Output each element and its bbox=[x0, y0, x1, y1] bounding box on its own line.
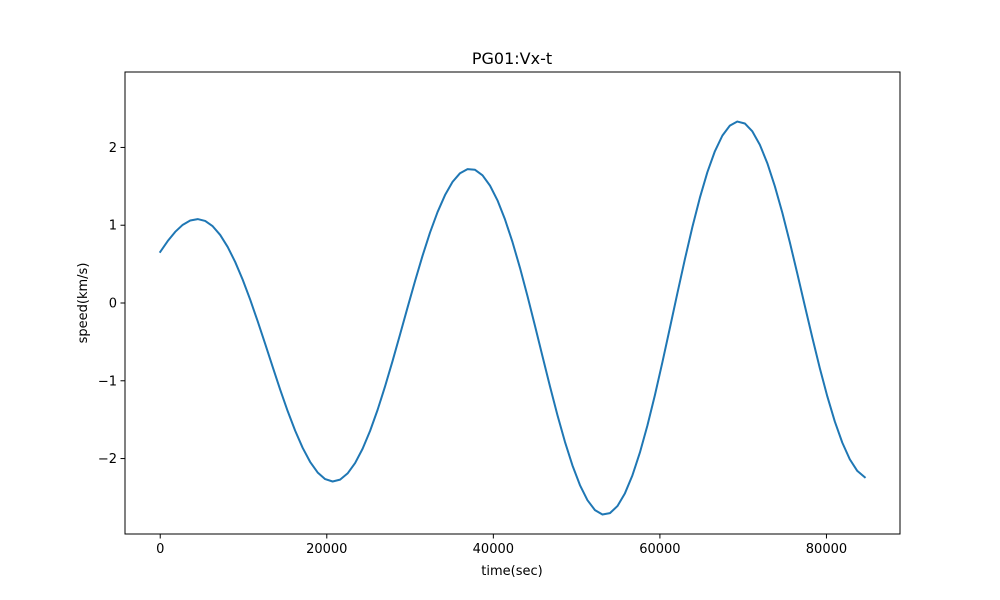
x-tick-label: 80000 bbox=[806, 542, 847, 557]
x-tick-label: 20000 bbox=[306, 542, 347, 557]
x-tick-label: 0 bbox=[156, 542, 164, 557]
plot-area bbox=[125, 72, 900, 534]
x-tick-label: 60000 bbox=[639, 542, 680, 557]
y-tick-label: −2 bbox=[98, 452, 117, 467]
y-tick-label: −1 bbox=[98, 374, 117, 389]
y-axis: −2 −1 0 1 2 bbox=[98, 141, 125, 467]
x-axis-label: time(sec) bbox=[481, 564, 542, 579]
series-line bbox=[158, 120, 867, 516]
chart-title: PG01:Vx-t bbox=[472, 49, 552, 68]
y-tick-label: 1 bbox=[109, 219, 117, 234]
x-tick-label: 40000 bbox=[473, 542, 514, 557]
x-axis: 0 20000 40000 60000 80000 bbox=[156, 534, 847, 557]
y-tick-label: 2 bbox=[109, 141, 117, 156]
y-axis-label: speed(km/s) bbox=[76, 263, 91, 344]
series-layer bbox=[158, 120, 867, 516]
y-tick-label: 0 bbox=[109, 297, 117, 312]
